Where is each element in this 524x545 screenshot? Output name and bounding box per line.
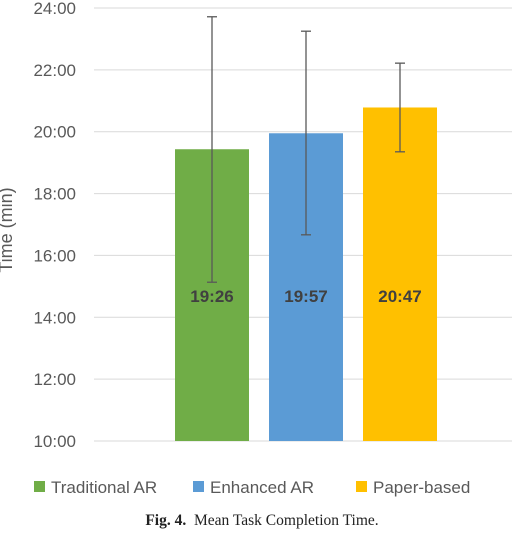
caption-label: Fig. 4.: [145, 512, 187, 529]
data-label: 19:26: [190, 287, 233, 306]
bars: 19:26 19:57 20:47: [175, 16, 437, 441]
y-tick-label: 16:00: [33, 246, 76, 265]
legend-swatch: [356, 481, 367, 492]
figure-caption: Fig. 4. Mean Task Completion Time.: [0, 512, 524, 530]
data-label: 19:57: [284, 287, 327, 306]
caption-text: Mean Task Completion Time.: [194, 512, 379, 529]
y-tick-label: 10:00: [33, 432, 76, 451]
bar-chart: 10:00 12:00 14:00 16:00 18:00 20:00 22:00 24:00…: [0, 0, 512, 497]
y-axis-label: Time (min): [0, 187, 16, 272]
legend: Traditional AR Enhanced AR Paper-based: [34, 478, 470, 497]
legend-swatch: [193, 481, 204, 492]
y-axis-ticks: 10:00 12:00 14:00 16:00 18:00 20:00 22:00 24:00: [33, 0, 76, 451]
legend-label: Paper-based: [373, 478, 470, 497]
bar-3: [363, 107, 437, 441]
legend-swatch: [34, 481, 45, 492]
y-tick-label: 20:00: [33, 123, 76, 142]
data-label: 20:47: [378, 287, 421, 306]
y-tick-label: 14:00: [33, 308, 76, 327]
legend-label: Enhanced AR: [210, 478, 314, 497]
y-tick-label: 18:00: [33, 185, 76, 204]
y-tick-label: 12:00: [33, 370, 76, 389]
y-tick-label: 24:00: [33, 0, 76, 18]
legend-label: Traditional AR: [51, 478, 157, 497]
y-tick-label: 22:00: [33, 61, 76, 80]
